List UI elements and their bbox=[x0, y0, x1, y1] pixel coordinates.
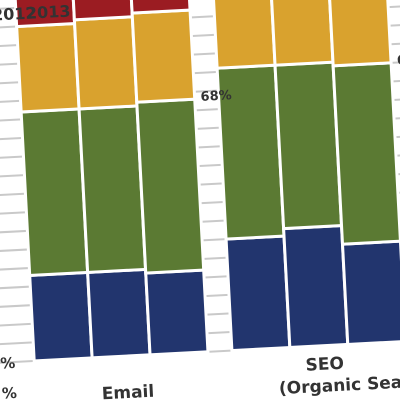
bar-segment bbox=[282, 224, 350, 350]
bar-segment bbox=[130, 8, 197, 104]
bar-segment bbox=[28, 270, 94, 363]
bar-segment bbox=[15, 21, 81, 114]
series-label: 2013 bbox=[25, 2, 70, 23]
bar-segment bbox=[71, 0, 134, 22]
bars bbox=[13, 0, 400, 363]
bar-segment bbox=[273, 60, 344, 231]
bar-segment bbox=[331, 61, 400, 246]
category-label: Email bbox=[101, 382, 154, 400]
data-label: 67% bbox=[397, 52, 400, 69]
bar-segment bbox=[19, 107, 90, 278]
series-label: 2012 bbox=[0, 3, 37, 24]
bar-segment bbox=[86, 267, 152, 360]
bar-segment bbox=[269, 0, 335, 67]
category-label: (Organic Search bbox=[278, 371, 400, 399]
y-tick-label: % bbox=[1, 384, 17, 400]
bar-segment bbox=[128, 0, 192, 15]
data-label: 68% bbox=[200, 88, 232, 105]
y-tick-label: % bbox=[0, 354, 16, 373]
bar-segment bbox=[144, 268, 210, 357]
category-label: SEO bbox=[305, 354, 344, 376]
bar-segment bbox=[224, 234, 292, 353]
bar-segment bbox=[340, 239, 400, 347]
bar-segment bbox=[135, 97, 206, 275]
bar-segment bbox=[211, 0, 277, 70]
bar-segment bbox=[327, 0, 393, 68]
bar-segment bbox=[77, 104, 148, 274]
bar-segment bbox=[72, 15, 139, 111]
